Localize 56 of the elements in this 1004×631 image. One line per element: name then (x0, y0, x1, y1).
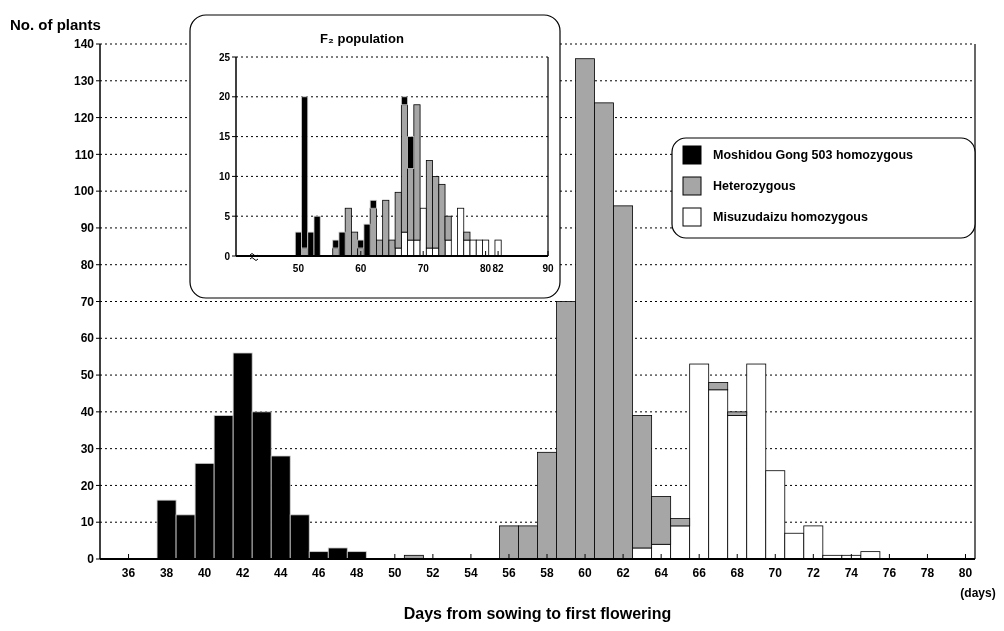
x-tick-label: 60 (355, 263, 367, 274)
y-tick-label: 120 (73, 110, 95, 125)
y-tick-label: 90 (80, 221, 95, 236)
x-tick-label: 66 (692, 566, 707, 580)
y-tick-label: 25 (218, 51, 231, 63)
x-tick-label: 38 (159, 566, 174, 580)
x-tick-label: 70 (417, 263, 430, 274)
y-tick-label: 30 (80, 441, 95, 456)
y-tick-label: 50 (80, 368, 95, 383)
x-tick-label: 40 (197, 566, 212, 580)
y-tick-label: 40 (80, 405, 95, 420)
x-tick-label: 76 (882, 566, 897, 580)
y-tick-label: 10 (218, 170, 231, 182)
x-tick-label: 52 (426, 566, 440, 580)
y-tick-label: 0 (224, 250, 231, 262)
legend-label: Misuzudaizu homozygous (713, 210, 868, 225)
x-tick-label: 58 (540, 566, 555, 580)
x-tick-label: 50 (292, 263, 305, 274)
x-tick-label: 90 (542, 263, 554, 274)
x-tick-label: 50 (388, 566, 402, 580)
y-tick-label: 15 (218, 131, 231, 143)
x-tick-label: 42 (235, 566, 250, 580)
y-tick-label: 0 (87, 552, 95, 567)
x-tick-label: 74 (844, 566, 859, 580)
y-tick-label: 5 (224, 210, 231, 222)
x-tick-label: 36 (121, 566, 136, 580)
x-tick-label: 60 (578, 566, 593, 580)
x-tick-label: 44 (274, 566, 288, 580)
x-tick-label: 46 (312, 566, 326, 580)
x-tick-label: 48 (350, 566, 364, 580)
text: (days) (960, 586, 996, 600)
y-axis-title: No. of plants (10, 16, 101, 33)
y-tick-label: 20 (80, 478, 95, 493)
x-tick-label: 56 (502, 566, 516, 580)
x-tick-label: 54 (464, 566, 478, 580)
legend-label: Heterozygous (713, 179, 796, 194)
chart-title: F₂ population (320, 31, 404, 46)
x-tick-label: 72 (806, 566, 821, 580)
y-tick-label: 20 (218, 91, 231, 103)
x-tick-label: 64 (654, 566, 669, 580)
x-tick-label: 82 (492, 263, 505, 274)
y-tick-label: 60 (80, 331, 95, 346)
y-tick-label: 70 (80, 294, 95, 309)
y-tick-label: 130 (73, 73, 95, 88)
y-tick-label: 140 (73, 37, 95, 52)
x-tick-label: 80 (958, 566, 973, 580)
x-tick-label: 70 (768, 566, 783, 580)
x-tick-label: 80 (480, 263, 492, 274)
x-axis-title: Days from sowing to first flowering (403, 605, 672, 622)
y-tick-label: 110 (74, 147, 95, 162)
x-tick-label: 68 (730, 566, 745, 580)
x-tick-label: 62 (616, 566, 631, 580)
y-tick-label: 100 (73, 184, 95, 199)
legend-label: Moshidou Gong 503 homozygous (713, 148, 914, 163)
y-tick-label: 10 (80, 515, 95, 530)
x-tick-label: 78 (920, 566, 935, 580)
